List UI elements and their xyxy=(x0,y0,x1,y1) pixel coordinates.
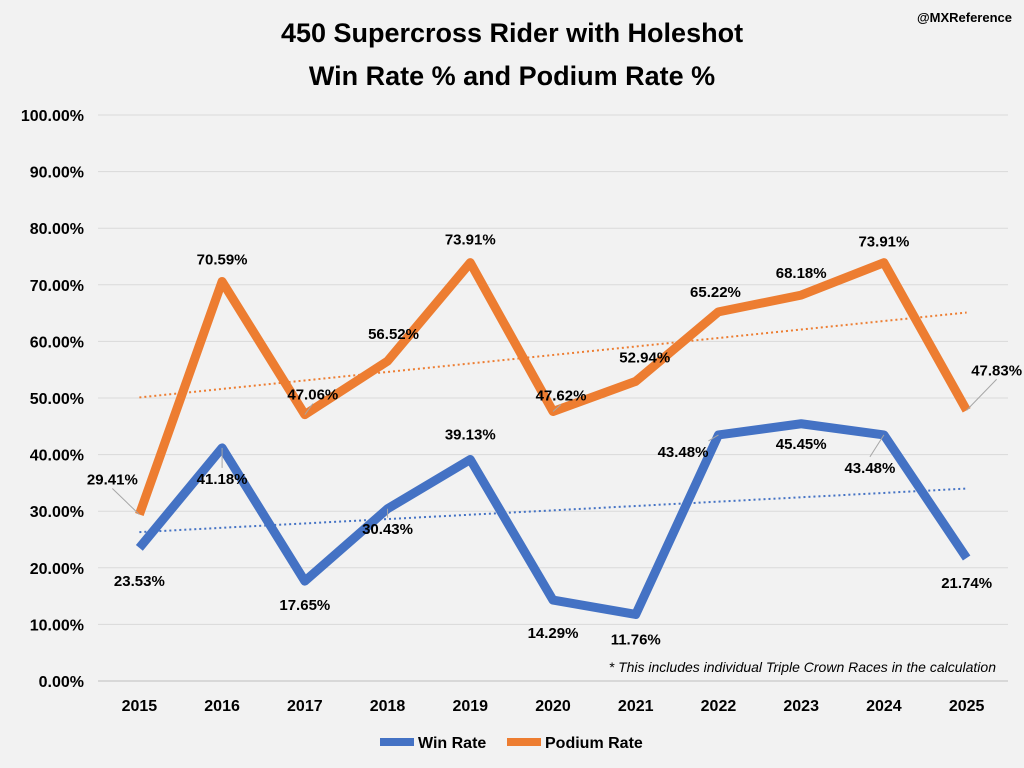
data-label: 47.06% xyxy=(287,387,338,404)
data-label: 65.22% xyxy=(690,284,741,301)
trendlines xyxy=(139,311,967,534)
chart-title-line-1: 450 Supercross Rider with Holeshot xyxy=(281,18,743,48)
x-tick-label: 2021 xyxy=(618,698,654,715)
x-tick-label: 2024 xyxy=(866,698,902,715)
label-leader-line xyxy=(869,434,885,458)
x-axis: 2015 2016 2017 2018 2019 2020 2021 2022 2023 2024… xyxy=(122,698,985,715)
data-label: 21.74% xyxy=(941,575,992,592)
y-tick-label: 0.00% xyxy=(39,674,84,691)
y-tick-label: 30.00% xyxy=(30,504,84,521)
y-tick-label: 50.00% xyxy=(30,391,84,408)
data-label: 73.91% xyxy=(445,232,496,249)
data-label: 29.41% xyxy=(87,472,138,489)
footnote: * This includes individual Triple Crown … xyxy=(609,659,996,675)
legend: Win Rate Podium Rate xyxy=(380,735,643,752)
data-label: 41.18% xyxy=(197,471,248,488)
y-tick-label: 80.00% xyxy=(30,221,84,238)
x-tick-label: 2015 xyxy=(122,698,158,715)
data-label: 14.29% xyxy=(528,625,579,642)
source-handle: @MXReference xyxy=(917,10,1012,25)
y-tick-label: 40.00% xyxy=(30,448,84,465)
y-tick-label: 90.00% xyxy=(30,165,84,182)
data-label: 23.53% xyxy=(114,573,165,590)
x-tick-label: 2022 xyxy=(701,698,737,715)
x-tick-label: 2025 xyxy=(949,698,985,715)
label-leader-line xyxy=(552,404,562,412)
data-label: 73.91% xyxy=(858,234,909,251)
y-tick-label: 10.00% xyxy=(30,617,84,634)
trendline xyxy=(139,487,967,534)
data-label: 30.43% xyxy=(362,521,413,538)
data-label: 52.94% xyxy=(619,349,670,366)
data-label: 43.48% xyxy=(844,460,895,477)
chart-title-line-2: Win Rate % and Podium Rate % xyxy=(309,61,715,91)
data-label: 39.13% xyxy=(445,427,496,444)
y-axis: 0.00% 10.00% 20.00% 30.00% 40.00% 50.00% 60.00… xyxy=(21,108,84,691)
data-label: 45.45% xyxy=(776,436,827,453)
data-labels: 23.53% 41.18% 17.65% 30.43% 39.13% 14.29% 11.7… xyxy=(87,232,1022,649)
data-label: 11.76% xyxy=(611,631,661,648)
x-tick-label: 2023 xyxy=(783,698,819,715)
label-leader-lines xyxy=(112,378,997,518)
legend-label: Win Rate xyxy=(418,735,486,752)
series-lines xyxy=(135,258,971,619)
label-leader-line xyxy=(304,403,314,415)
data-label: 47.83% xyxy=(971,362,1022,379)
label-leader-line xyxy=(112,488,140,515)
y-tick-label: 60.00% xyxy=(30,334,84,351)
data-label: 47.62% xyxy=(536,387,587,404)
legend-label: Podium Rate xyxy=(545,735,643,752)
y-tick-label: 20.00% xyxy=(30,561,84,578)
label-leader-line xyxy=(708,434,719,442)
x-tick-label: 2016 xyxy=(204,698,240,715)
data-label: 56.52% xyxy=(368,326,419,343)
data-label: 43.48% xyxy=(658,444,709,461)
x-tick-label: 2018 xyxy=(370,698,406,715)
data-label: 68.18% xyxy=(776,265,827,282)
series-line xyxy=(135,419,971,619)
data-label: 17.65% xyxy=(279,597,330,614)
x-tick-label: 2017 xyxy=(287,698,323,715)
label-leader-line xyxy=(966,378,997,411)
gridlines xyxy=(98,114,1008,682)
y-tick-label: 70.00% xyxy=(30,278,84,295)
trendline xyxy=(139,311,967,399)
y-tick-label: 100.00% xyxy=(21,108,84,125)
x-tick-label: 2020 xyxy=(535,698,571,715)
data-label: 70.59% xyxy=(197,251,248,268)
x-tick-label: 2019 xyxy=(452,698,488,715)
